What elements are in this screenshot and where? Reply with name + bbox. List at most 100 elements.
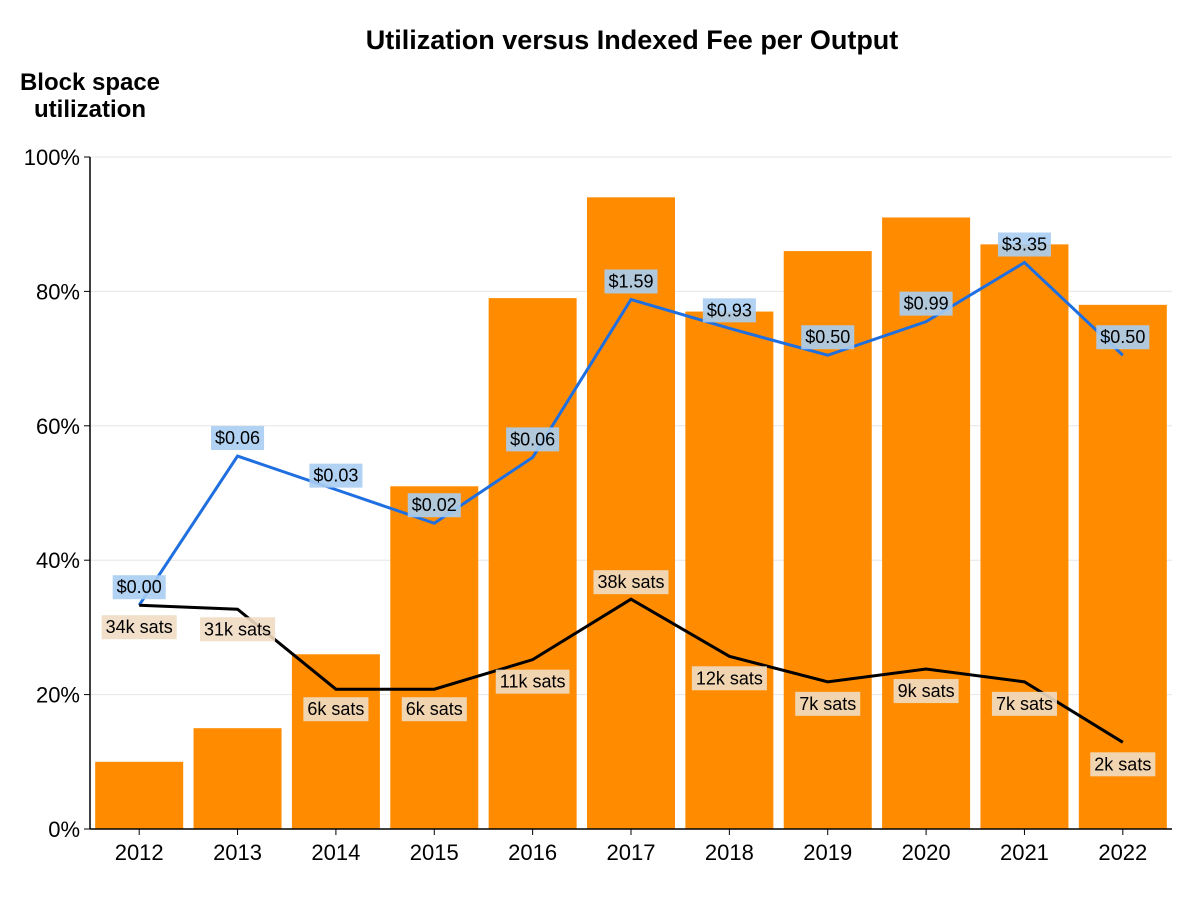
label-text: 2k sats: [1094, 754, 1151, 774]
label-text: 7k sats: [996, 694, 1053, 714]
usd-label: $0.93: [702, 298, 756, 323]
label-background: [1096, 325, 1150, 350]
label-background: [795, 691, 861, 716]
bar: [1078, 304, 1167, 830]
usd-label: $3.35: [997, 232, 1051, 257]
x-tick-label: 2015: [410, 840, 459, 865]
y-tick-label: 60%: [36, 414, 80, 439]
sats-label: 38k sats: [593, 570, 669, 595]
bar: [488, 298, 577, 829]
label-background: [604, 269, 658, 294]
data-labels: $0.00 $0.06 $0.03 $0.02 $0.06 $1.59 $0.93 $0.50…: [101, 232, 1156, 777]
sats-label: 34k sats: [101, 615, 177, 640]
bar: [882, 217, 971, 830]
sats-label: 12k sats: [691, 666, 767, 691]
usd-label: $0.50: [1096, 325, 1150, 350]
label-text: 38k sats: [597, 572, 664, 592]
y-axis-label-line-1: Block space: [20, 69, 160, 96]
label-text: 6k sats: [406, 699, 463, 719]
sats-label: 2k sats: [1090, 752, 1156, 777]
sats-label: 6k sats: [303, 697, 369, 722]
label-text: $0.06: [510, 429, 555, 449]
label-background: [801, 325, 855, 350]
label-text: 9k sats: [898, 681, 955, 701]
label-text: $0.00: [117, 577, 162, 597]
label-background: [303, 697, 369, 722]
bar: [980, 244, 1069, 830]
label-text: $3.35: [1002, 235, 1047, 255]
label-background: [211, 426, 265, 451]
x-tick-label: 2017: [607, 840, 656, 865]
usd-label: $0.50: [801, 325, 855, 350]
line-series: [137, 260, 1124, 744]
usd-label: $0.99: [899, 291, 953, 316]
bar-series: [95, 197, 1167, 830]
sats-label: 31k sats: [200, 617, 276, 642]
chart-title: Utilization versus Indexed Fee per Outpu…: [366, 25, 899, 55]
sats-label: 11k sats: [495, 669, 570, 694]
x-tick-label: 2014: [311, 840, 360, 865]
usd-label: $0.02: [407, 493, 461, 518]
x-tick-label: 2021: [1000, 840, 1049, 865]
x-tick-label: 2012: [115, 840, 164, 865]
label-background: [702, 298, 756, 323]
label-text: 12k sats: [696, 668, 763, 688]
label-background: [1090, 752, 1156, 777]
x-tick-label: 2013: [213, 840, 262, 865]
label-text: $1.59: [608, 271, 653, 291]
sats-label: 7k sats: [991, 691, 1057, 716]
usd-label: $0.00: [112, 575, 166, 600]
axes: 0% 20% 40% 60% 80% 100% 2012 2013 2014 2015 2016 20…: [24, 145, 1172, 865]
usd-label: $1.59: [604, 269, 658, 294]
label-background: [101, 615, 177, 640]
label-background: [991, 691, 1057, 716]
label-text: 34k sats: [106, 617, 173, 637]
y-tick-label: 80%: [36, 279, 80, 304]
bar: [95, 761, 184, 829]
label-background: [309, 463, 363, 488]
bar: [193, 728, 282, 829]
label-background: [495, 669, 570, 694]
y-tick-label: 0%: [48, 817, 80, 842]
usd-label: $0.06: [506, 427, 560, 452]
label-background: [506, 427, 560, 452]
label-text: 6k sats: [307, 699, 364, 719]
x-tick-label: 2022: [1098, 840, 1147, 865]
label-background: [407, 493, 461, 518]
label-text: $0.99: [904, 294, 949, 314]
label-text: $0.93: [707, 300, 752, 320]
sats-label: 9k sats: [893, 679, 959, 704]
bar: [291, 654, 380, 829]
x-tick-label: 2020: [902, 840, 951, 865]
usd-label: $0.06: [211, 426, 265, 451]
x-tick-label: 2019: [803, 840, 852, 865]
label-background: [893, 679, 959, 704]
x-tick-label: 2016: [508, 840, 557, 865]
label-background: [899, 291, 953, 316]
y-tick-label: 100%: [24, 145, 80, 170]
sats-fee-line: [139, 597, 1124, 744]
y-axis-label-line-2: utilization: [34, 96, 146, 123]
label-background: [997, 232, 1051, 257]
label-text: $0.50: [1100, 327, 1145, 347]
label-background: [593, 570, 669, 595]
y-tick-label: 20%: [36, 683, 80, 708]
label-text: 11k sats: [500, 672, 566, 692]
label-background: [401, 697, 467, 722]
label-text: $0.06: [215, 428, 260, 448]
bar: [587, 197, 675, 829]
x-tick-label: 2018: [705, 840, 754, 865]
label-text: $0.03: [313, 466, 358, 486]
bar: [390, 486, 479, 829]
bar: [685, 311, 774, 829]
y-tick-label: 40%: [36, 548, 80, 573]
sats-label: 6k sats: [401, 697, 467, 722]
label-text: 31k sats: [204, 619, 271, 639]
label-text: 7k sats: [799, 694, 856, 714]
usd-label: $0.03: [309, 463, 363, 488]
label-background: [200, 617, 276, 642]
usd-fee-line: [137, 260, 1124, 607]
label-background: [112, 575, 166, 600]
label-text: $0.50: [805, 327, 850, 347]
sats-label: 7k sats: [795, 691, 861, 716]
